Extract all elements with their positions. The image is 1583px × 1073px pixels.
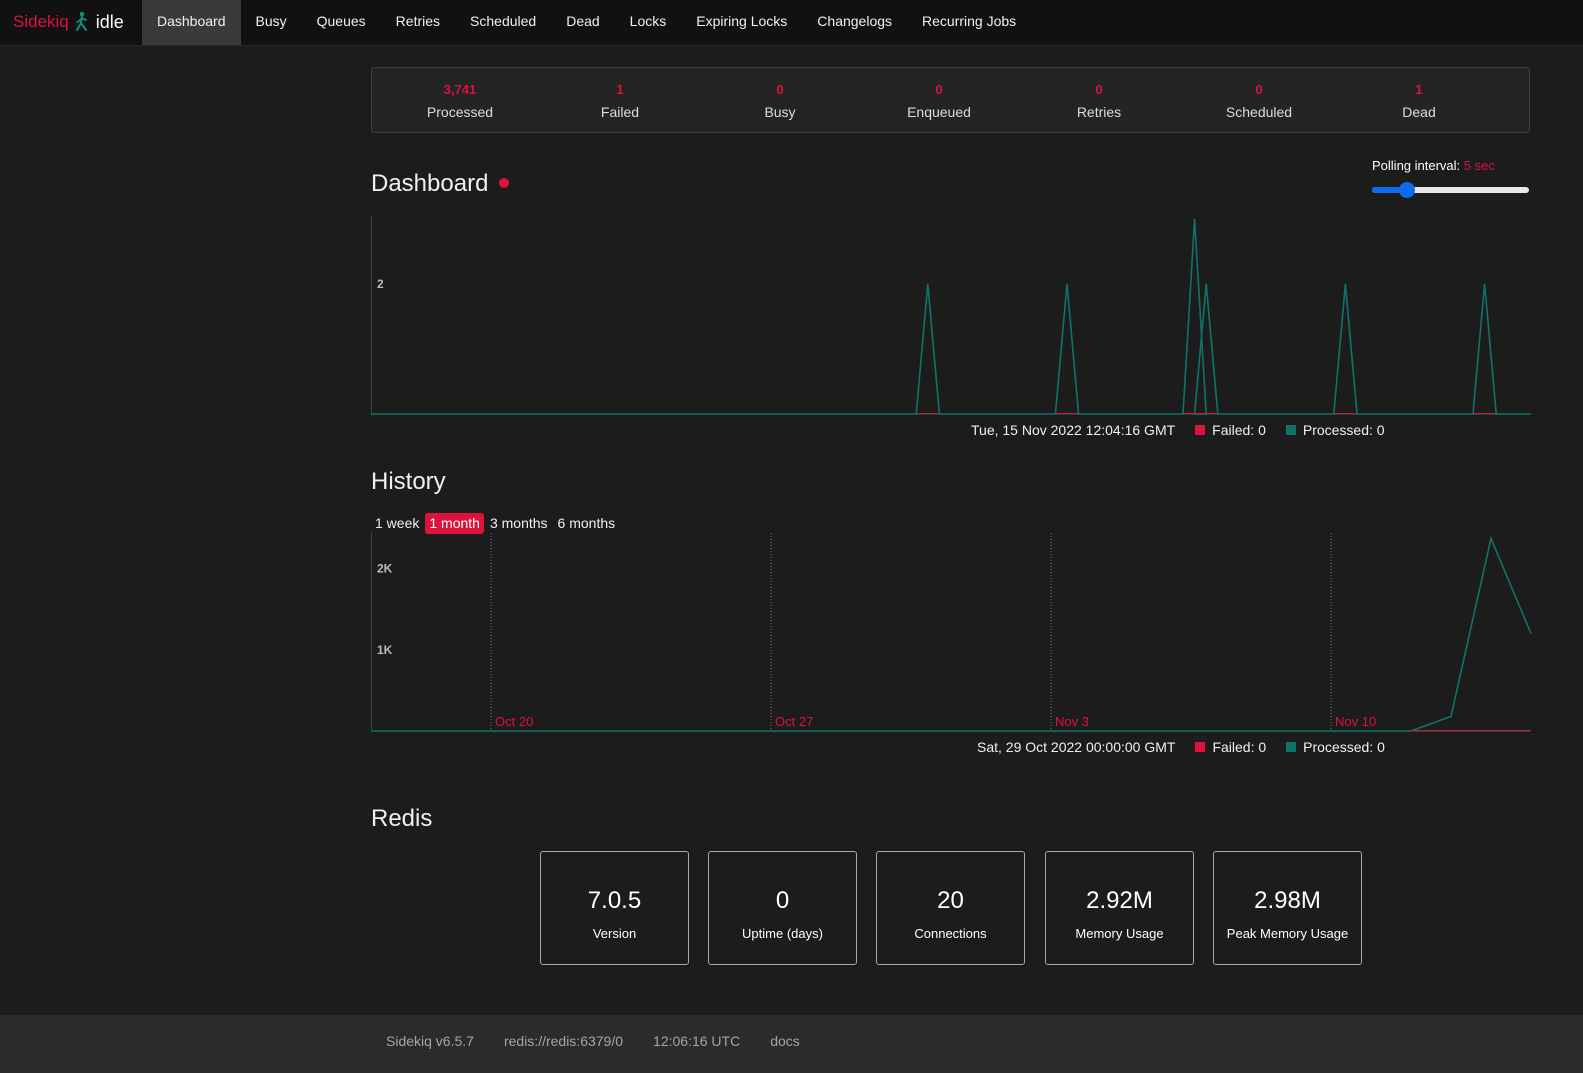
redis-stat-value: 7.0.5 [587, 887, 642, 914]
nav-item-recurring-jobs[interactable]: Recurring Jobs [922, 13, 1017, 29]
summary-bar: 3,741 Processed 1 Failed 0 Busy 0 Enqueu… [371, 67, 1530, 133]
stat-label: Retries [1076, 104, 1122, 120]
history-chart[interactable]: Oct 20 Oct 27 Nov 3 Nov 10 2K 1K [371, 533, 1532, 733]
range-tab-1-week[interactable]: 1 week [375, 515, 420, 531]
live-indicator-icon [499, 178, 509, 188]
stat-label: Failed [600, 104, 640, 120]
footer-version: Sidekiq v6.5.7 [386, 1033, 474, 1049]
redis-stat-value: 2.92M [1086, 887, 1153, 914]
redis-stat-value: 2.98M [1254, 887, 1321, 914]
stat-dead[interactable]: 1 Dead [1339, 82, 1499, 120]
stat-processed[interactable]: 3,741 Processed [380, 82, 540, 120]
failed-swatch-icon [1195, 742, 1206, 752]
x-tick-label: Nov 3 [1055, 714, 1089, 729]
stat-scheduled[interactable]: 0 Scheduled [1179, 82, 1339, 120]
polling-slider[interactable] [1372, 182, 1529, 198]
y-tick-label: 2 [377, 277, 384, 291]
dashboard-title: Dashboard [371, 170, 489, 197]
brand-name[interactable]: Sidekiq [13, 12, 69, 31]
redis-stat-version: 7.0.5 Version [540, 851, 689, 965]
nav-item-changelogs[interactable]: Changelogs [817, 13, 893, 29]
stat-retries[interactable]: 0 Retries [1019, 82, 1179, 120]
stat-count: 0 [935, 82, 943, 97]
redis-stat-label: Uptime (days) [742, 926, 823, 941]
navbar: Sidekiq idle Dashboard Busy Queues Retri… [0, 0, 1583, 46]
stat-count: 0 [1095, 82, 1103, 97]
polling-value: 5 sec [1463, 158, 1495, 173]
redis-stat-label: Memory Usage [1075, 926, 1164, 941]
x-tick-label: Nov 10 [1335, 714, 1376, 729]
history-range-tabs: 1 week 1 month 3 months 6 months [371, 513, 621, 534]
processed-swatch-icon [1286, 742, 1297, 752]
polling-slider-thumb[interactable] [1398, 182, 1415, 198]
stat-label: Enqueued [907, 104, 971, 120]
redis-stat-uptime: 0 Uptime (days) [708, 851, 857, 965]
redis-stat-peak-memory: 2.98M Peak Memory Usage [1213, 851, 1362, 965]
polling-interval: Polling interval: 5 sec [1372, 158, 1495, 173]
realtime-chart[interactable]: 2 [371, 216, 1531, 416]
footer-redis-url: redis://redis:6379/0 [503, 1033, 624, 1049]
nav-item-expiring-locks[interactable]: Expiring Locks [696, 13, 788, 29]
footer-docs-link[interactable]: docs [770, 1033, 800, 1049]
history-legend: Sat, 29 Oct 2022 00:00:00 GMT Failed: 0 … [977, 739, 1385, 755]
nav-item-locks[interactable]: Locks [629, 13, 667, 29]
nav-item-dead[interactable]: Dead [566, 13, 600, 29]
processed-swatch-icon [1285, 425, 1296, 435]
range-tab-3-months[interactable]: 3 months [489, 515, 548, 531]
range-tab-1-month[interactable]: 1 month [425, 513, 484, 534]
stat-label: Busy [764, 104, 796, 120]
legend-failed: Failed: 0 [1212, 739, 1267, 755]
redis-stat-value: 20 [937, 887, 964, 914]
footer: Sidekiq v6.5.7 redis://redis:6379/0 12:0… [0, 1015, 1583, 1073]
legend-timestamp: Sat, 29 Oct 2022 00:00:00 GMT [977, 739, 1176, 755]
history-title: History [371, 468, 446, 495]
nav-menu: Dashboard Busy Queues Retries Scheduled … [142, 0, 1031, 45]
nav-item-scheduled[interactable]: Scheduled [470, 13, 537, 29]
brand-status: idle [95, 11, 124, 32]
nav-item-dashboard[interactable]: Dashboard [142, 0, 241, 45]
footer-time: 12:06:16 UTC [653, 1033, 741, 1049]
realtime-legend: Tue, 15 Nov 2022 12:04:16 GMT Failed: 0 … [971, 422, 1385, 438]
redis-stat-memory-usage: 2.92M Memory Usage [1045, 851, 1194, 965]
x-tick-label: Oct 20 [495, 714, 533, 729]
nav-item-busy[interactable]: Busy [255, 13, 287, 29]
stat-count: 3,741 [443, 82, 477, 97]
legend-failed: Failed: 0 [1212, 422, 1266, 438]
legend-processed: Processed: 0 [1303, 739, 1385, 755]
stat-label: Scheduled [1225, 104, 1293, 120]
nav-item-queues[interactable]: Queues [316, 13, 366, 29]
stat-count: 1 [616, 82, 624, 97]
polling-label: Polling interval: [1372, 158, 1461, 173]
polling-slider-fill [1372, 187, 1407, 193]
redis-stat-value: 0 [775, 887, 790, 914]
stat-label: Processed [426, 104, 494, 120]
stat-enqueued[interactable]: 0 Enqueued [859, 82, 1019, 120]
redis-stat-label: Connections [914, 926, 987, 941]
redis-title: Redis [371, 805, 433, 832]
y-tick-label: 1K [377, 643, 393, 657]
redis-stat-label: Peak Memory Usage [1226, 926, 1349, 941]
series-line-processed [371, 535, 1532, 732]
redis-stat-connections: 20 Connections [876, 851, 1025, 965]
range-tab-6-months[interactable]: 6 months [557, 515, 616, 531]
legend-timestamp: Tue, 15 Nov 2022 12:04:16 GMT [971, 422, 1176, 438]
stat-count: 0 [776, 82, 784, 97]
legend-processed: Processed: 0 [1302, 422, 1385, 438]
stat-count: 0 [1255, 82, 1263, 97]
x-tick-label: Oct 27 [775, 714, 813, 729]
stat-busy[interactable]: 0 Busy [700, 82, 860, 120]
stat-label: Dead [1402, 104, 1436, 120]
stat-failed[interactable]: 1 Failed [540, 82, 700, 120]
sidekiq-logo-icon [75, 11, 87, 31]
stat-count: 1 [1415, 82, 1423, 97]
y-tick-label: 2K [377, 562, 393, 576]
nav-item-retries[interactable]: Retries [395, 13, 441, 29]
series-line-processed [371, 218, 1531, 415]
redis-stat-label: Version [592, 926, 637, 941]
brand[interactable]: Sidekiq idle [13, 10, 124, 34]
failed-swatch-icon [1195, 425, 1206, 435]
